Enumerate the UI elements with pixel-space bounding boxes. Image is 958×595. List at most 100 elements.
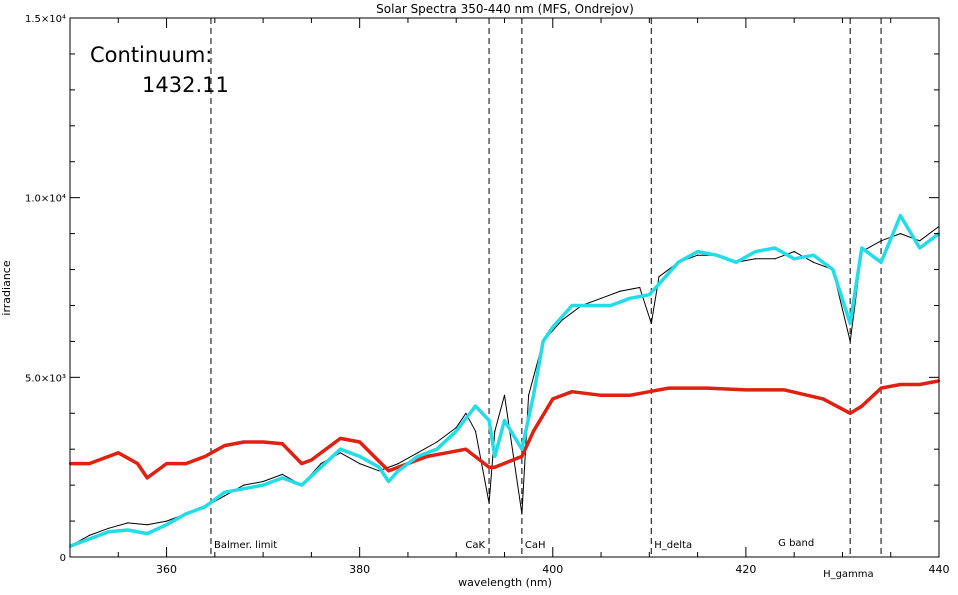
data-point xyxy=(600,297,602,299)
data-point xyxy=(358,440,361,444)
data-point xyxy=(493,466,496,469)
data-point xyxy=(487,466,491,469)
y-tick-label: 5.0×10³ xyxy=(25,373,66,384)
data-point xyxy=(474,430,477,432)
reference-line-label: H_delta xyxy=(654,540,692,551)
data-point xyxy=(339,452,341,454)
data-point xyxy=(436,441,438,443)
data-point xyxy=(706,386,709,390)
data-point xyxy=(639,286,641,289)
data-point xyxy=(570,304,574,307)
data-point xyxy=(503,394,506,396)
data-point xyxy=(619,290,622,292)
data-point xyxy=(551,397,554,401)
y-axis-label: irradiance xyxy=(0,260,13,315)
data-point xyxy=(793,251,795,253)
chart-title: Solar Spectra 350-440 nm (MFS, Ondrejov) xyxy=(376,2,634,16)
data-point xyxy=(426,455,429,458)
data-point xyxy=(339,448,342,451)
data-point xyxy=(358,455,361,458)
data-point xyxy=(320,463,322,465)
data-point xyxy=(628,394,632,397)
data-point xyxy=(165,523,168,526)
data-point xyxy=(899,214,902,217)
data-point xyxy=(648,390,651,393)
data-point xyxy=(184,512,188,516)
data-point xyxy=(561,319,564,321)
data-point xyxy=(108,527,110,529)
data-point xyxy=(223,491,226,494)
data-point xyxy=(628,297,632,300)
data-point xyxy=(879,261,883,264)
data-point xyxy=(223,495,226,497)
data-point xyxy=(812,261,815,263)
data-point xyxy=(657,282,661,286)
data-point xyxy=(774,258,776,260)
data-point xyxy=(899,383,902,386)
data-point xyxy=(455,427,457,429)
data-point xyxy=(532,394,535,397)
data-point xyxy=(204,455,207,458)
data-point xyxy=(541,340,545,343)
data-point xyxy=(397,469,400,472)
data-point xyxy=(261,483,265,487)
data-point xyxy=(879,386,883,390)
data-point xyxy=(667,386,670,390)
y-tick-label: 0 xyxy=(60,553,66,564)
data-point xyxy=(754,258,757,260)
data-point xyxy=(262,480,264,483)
data-point xyxy=(551,325,554,329)
data-point xyxy=(136,462,139,465)
data-point xyxy=(166,520,168,522)
data-point xyxy=(918,246,921,250)
data-point xyxy=(520,448,524,451)
data-point xyxy=(417,452,419,454)
data-point xyxy=(281,476,284,480)
data-point xyxy=(474,404,477,408)
data-point xyxy=(455,430,458,433)
data-point xyxy=(860,404,863,408)
data-point xyxy=(359,463,361,465)
data-point xyxy=(849,340,851,342)
data-point xyxy=(677,261,680,264)
data-point xyxy=(310,458,313,462)
data-point xyxy=(821,397,825,401)
reference-line-label: Balmer. limit xyxy=(214,540,277,551)
data-point xyxy=(126,528,130,532)
data-point xyxy=(493,455,496,458)
y-tick-label: 1.5×10⁴ xyxy=(25,14,66,25)
data-point xyxy=(880,240,882,242)
data-point xyxy=(319,466,323,469)
data-point xyxy=(88,537,91,541)
x-tick-label: 380 xyxy=(349,563,370,576)
data-point xyxy=(773,246,777,250)
data-point xyxy=(184,462,188,465)
data-point xyxy=(494,430,496,432)
data-point xyxy=(127,522,129,524)
data-point xyxy=(528,394,530,396)
data-point xyxy=(88,462,91,465)
data-point xyxy=(416,455,419,458)
data-point xyxy=(488,502,490,504)
data-point xyxy=(783,388,786,392)
data-point xyxy=(204,505,207,508)
x-tick-label: 400 xyxy=(542,563,563,576)
axis-ticks: 360 380 400 420 440 0 5.0×10³ 1.0×10⁴ 1.5×10⁴ xyxy=(25,14,950,576)
data-point xyxy=(387,469,390,472)
data-point xyxy=(281,473,283,475)
data-point xyxy=(223,444,226,447)
data-point xyxy=(487,419,491,422)
data-point xyxy=(735,261,738,264)
x-tick-label: 360 xyxy=(156,563,177,576)
data-point xyxy=(650,322,652,324)
data-point xyxy=(919,240,921,242)
data-point xyxy=(503,419,506,422)
data-point xyxy=(860,246,863,250)
data-point xyxy=(918,383,921,386)
data-point xyxy=(300,462,303,465)
data-point xyxy=(377,466,381,469)
data-point xyxy=(387,480,390,483)
data-point xyxy=(88,534,90,537)
